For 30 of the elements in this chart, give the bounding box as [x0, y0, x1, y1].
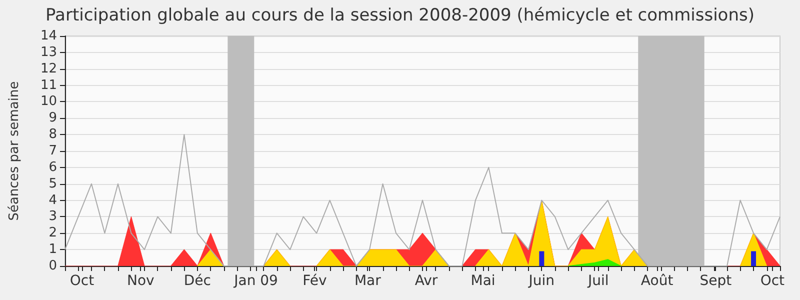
y-axis-title: Séances par semaine [7, 81, 22, 221]
x-tick-label: Avr [414, 273, 438, 289]
x-tick-label: Juil [587, 273, 609, 289]
y-tick-label: 14 [40, 28, 57, 44]
y-tick-label: 6 [48, 160, 57, 175]
x-tick-label: Jan 09 [233, 273, 278, 289]
y-tick-label: 9 [48, 110, 57, 126]
y-tick-label: 13 [40, 44, 57, 60]
y-tick-label: 10 [40, 94, 57, 110]
y-tick-label: 12 [40, 61, 57, 76]
y-tick-label: 11 [40, 78, 57, 93]
y-tick-label: 0 [48, 258, 57, 274]
y-tick-label: 7 [48, 144, 57, 158]
x-tick-label: Mar [354, 273, 382, 289]
y-tick-label: 3 [48, 209, 57, 224]
y-tick-label: 1 [48, 242, 57, 258]
x-tick-label: Oct [70, 273, 95, 289]
x-tick-label: Mai [470, 273, 496, 289]
chart-title: Participation globale au cours de la session 2008-2009 (hémicycle et commissions) [46, 6, 754, 26]
x-tick-label: Oct [760, 273, 786, 289]
x-tick-label: Déc [184, 273, 211, 289]
y-tick-label: 8 [48, 127, 57, 142]
x-tick-label: Nov [126, 273, 154, 289]
x-tick-label: Sept [700, 273, 732, 289]
y-tick-label: 4 [48, 192, 57, 208]
x-tick-label: Fév [302, 273, 327, 289]
x-tick-label: Juin [528, 273, 555, 289]
y-tick-label: 5 [48, 176, 57, 192]
y-tick-label: 2 [48, 226, 57, 241]
x-tick-label: Août [640, 273, 674, 289]
